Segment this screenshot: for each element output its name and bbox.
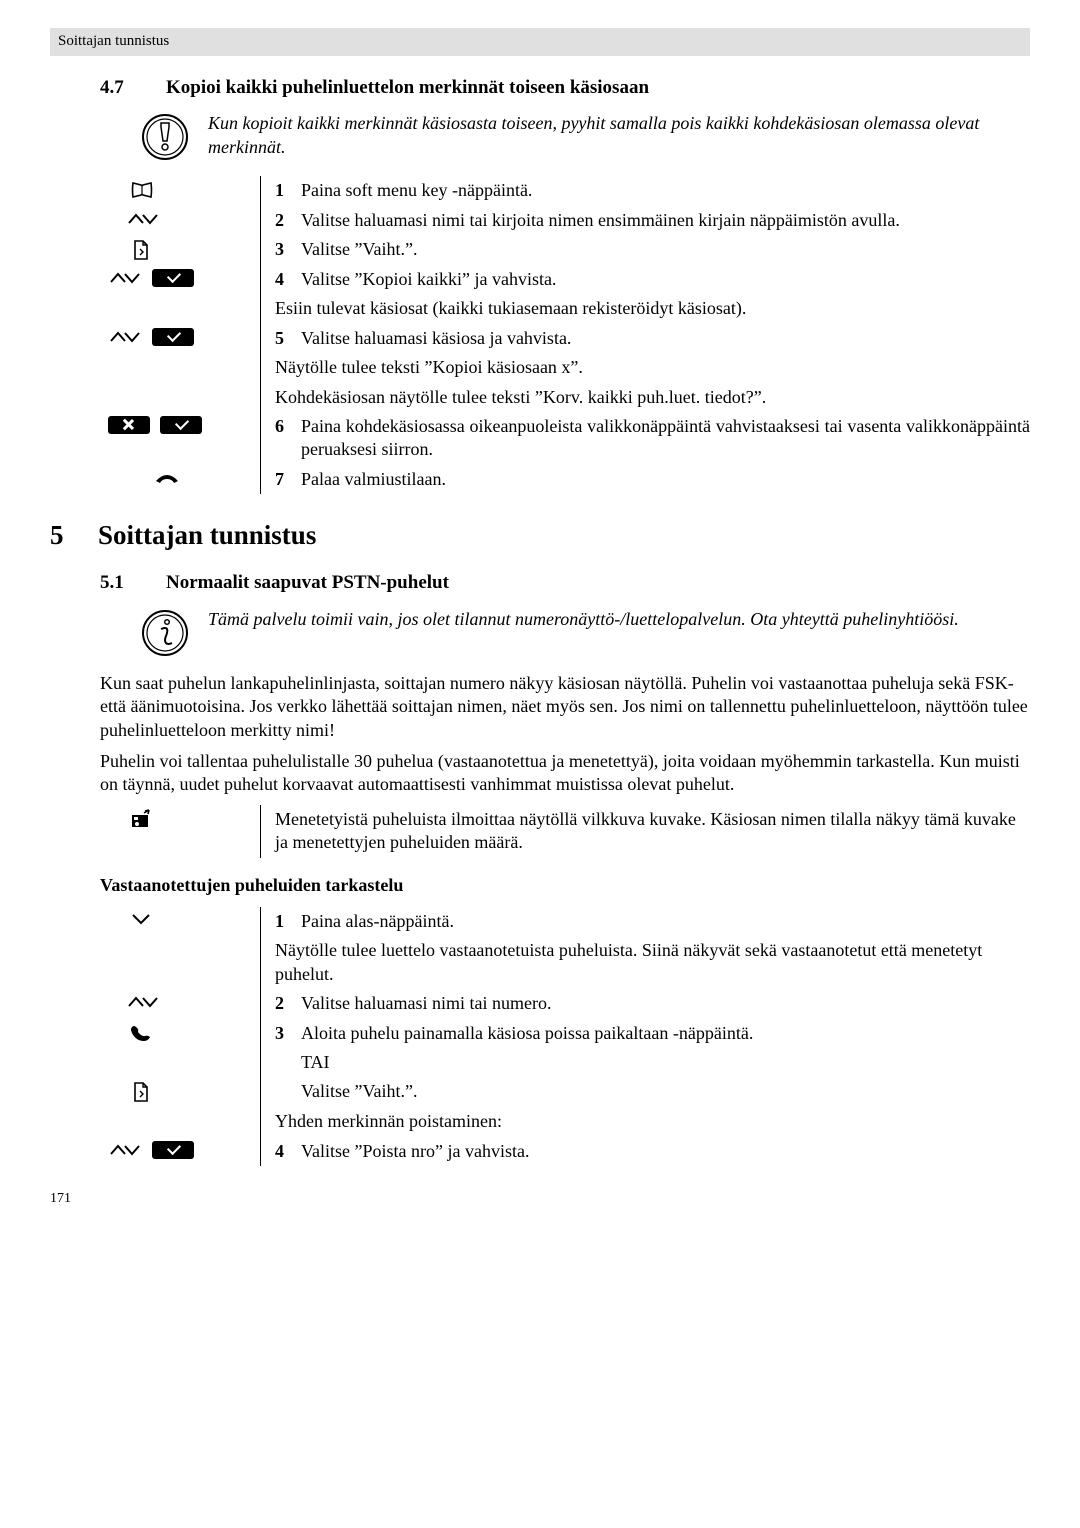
section-title: Kopioi kaikki puhelinluettelon merkinnät… <box>166 76 649 101</box>
step-2: 2 Valitse haluamasi nimi tai kirjoita ni… <box>260 206 1030 235</box>
chapter-title: Soittajan tunnistus <box>98 518 316 553</box>
section-4-7-steps: 1 Paina soft menu key -näppäintä. 2 Vali… <box>100 176 1030 494</box>
step-text: Aloita puhelu painamalla käsiosa poissa … <box>301 1022 1030 1045</box>
step-text: TAI <box>301 1051 1030 1074</box>
body-paragraph: Puhelin voi tallentaa puhelulistalle 30 … <box>100 750 1030 797</box>
step-text: Valitse ”Vaiht.”. <box>301 1080 1030 1103</box>
section-5-1-heading: 5.1 Normaalit saapuvat PSTN-puhelut <box>50 571 1030 596</box>
updown-check-icon <box>100 265 260 294</box>
cross-check-icons <box>100 412 260 465</box>
confirm-softkey-icon <box>152 269 194 287</box>
down-icon <box>100 907 260 936</box>
step-text: Palaa valmiustilaan. <box>301 468 1030 491</box>
up-down-icon <box>100 989 260 1018</box>
hangup-icon <box>100 465 260 494</box>
cancel-softkey-icon <box>108 416 150 434</box>
rstep-plain2: Yhden merkinnän poistaminen: <box>260 1107 1030 1136</box>
step-6: 6 Paina kohdekäsiosassa oikeanpuoleista … <box>260 412 1030 465</box>
call-icon <box>100 1019 260 1048</box>
page-icon <box>100 1077 260 1107</box>
body-paragraph: Kun saat puhelun lankapuhelinlinjasta, s… <box>100 672 1030 742</box>
confirm-softkey-icon <box>152 1141 194 1159</box>
step-text: Valitse ”Kopioi kaikki” ja vahvista. <box>301 268 1030 291</box>
section-number: 5.1 <box>100 571 136 596</box>
page-number: 171 <box>50 1190 1030 1208</box>
step-text: Paina soft menu key -näppäintä. <box>301 179 1030 202</box>
step-num: 4 <box>275 268 291 291</box>
step-num: 7 <box>275 468 291 491</box>
phonebook-icon <box>100 176 260 205</box>
step-num: 3 <box>275 238 291 261</box>
updown-check-icon <box>100 324 260 353</box>
step-num: 4 <box>275 1140 291 1163</box>
chapter-5-heading: 5 Soittajan tunnistus <box>50 518 1030 553</box>
info-note: Tämä palvelu toimii vain, jos olet tilan… <box>50 608 1030 658</box>
note-text: Tämä palvelu toimii vain, jos olet tilan… <box>208 608 959 631</box>
header-title: Soittajan tunnistus <box>58 33 169 49</box>
step-num: 1 <box>275 910 291 933</box>
step-num: 2 <box>275 209 291 232</box>
step-text: Valitse haluamasi nimi tai kirjoita nime… <box>301 209 1030 232</box>
note-text: Kun kopioit kaikki merkinnät käsiosasta … <box>208 112 1030 159</box>
step-plain-text: Kohdekäsiosan näytölle tulee teksti ”Kor… <box>260 383 1030 412</box>
section-4-7-heading: 4.7 Kopioi kaikki puhelinluettelon merki… <box>50 76 1030 101</box>
step-num: 3 <box>275 1022 291 1045</box>
updown-check-icon <box>100 1137 260 1166</box>
rstep-3-or: TAI <box>260 1048 1030 1077</box>
step-4: 4 Valitse ”Kopioi kaikki” ja vahvista. <box>260 265 1030 294</box>
step-3: 3 Valitse ”Vaiht.”. <box>260 235 1030 265</box>
rstep-plain: Näytölle tulee luettelo vastaanotetuista… <box>260 936 1030 989</box>
received-calls-steps: 1 Paina alas-näppäintä. Näytölle tulee l… <box>100 907 1030 1166</box>
step-text: Valitse haluamasi käsiosa ja vahvista. <box>301 327 1030 350</box>
step-num: 1 <box>275 179 291 202</box>
step-plain-text: Näytölle tulee teksti ”Kopioi käsiosaan … <box>260 353 1030 382</box>
page-icon <box>100 235 260 265</box>
step-plain-text: Esiin tulevat käsiosat (kaikki tukiasema… <box>260 294 1030 323</box>
rstep-3: 3 Aloita puhelu painamalla käsiosa poiss… <box>260 1019 1030 1048</box>
step-text: Valitse ”Vaiht.”. <box>301 238 1030 261</box>
step-num: 2 <box>275 992 291 1015</box>
confirm-softkey-icon <box>160 416 202 434</box>
missed-note-text: Menetetyistä puheluista ilmoittaa näytöl… <box>260 805 1030 858</box>
rstep-1: 1 Paina alas-näppäintä. <box>260 907 1030 936</box>
missed-call-note: Menetetyistä puheluista ilmoittaa näytöl… <box>100 805 1030 858</box>
step-text: Paina kohdekäsiosassa oikeanpuoleista va… <box>301 415 1030 462</box>
rstep-2: 2 Valitse haluamasi nimi tai numero. <box>260 989 1030 1018</box>
up-down-icon <box>100 206 260 235</box>
confirm-softkey-icon <box>152 328 194 346</box>
section-title: Normaalit saapuvat PSTN-puhelut <box>166 571 449 596</box>
step-num: 5 <box>275 327 291 350</box>
step-text: Valitse ”Poista nro” ja vahvista. <box>301 1140 1030 1163</box>
step-text: Paina alas-näppäintä. <box>301 910 1030 933</box>
missed-call-icon <box>100 805 260 858</box>
step-text: Valitse haluamasi nimi tai numero. <box>301 992 1030 1015</box>
step-1: 1 Paina soft menu key -näppäintä. <box>260 176 1030 205</box>
step-5: 5 Valitse haluamasi käsiosa ja vahvista. <box>260 324 1030 353</box>
page-header: Soittajan tunnistus <box>50 28 1030 56</box>
warning-note: Kun kopioit kaikki merkinnät käsiosasta … <box>50 112 1030 162</box>
info-icon <box>140 608 190 658</box>
section-number: 4.7 <box>100 76 136 101</box>
rstep-3-alt: Valitse ”Vaiht.”. <box>260 1077 1030 1107</box>
step-7: 7 Palaa valmiustilaan. <box>260 465 1030 494</box>
step-num: 6 <box>275 415 291 438</box>
chapter-number: 5 <box>50 518 70 553</box>
exclamation-icon <box>140 112 190 162</box>
rstep-4: 4 Valitse ”Poista nro” ja vahvista. <box>260 1137 1030 1166</box>
sub-heading: Vastaanotettujen puheluiden tarkastelu <box>100 874 1030 897</box>
